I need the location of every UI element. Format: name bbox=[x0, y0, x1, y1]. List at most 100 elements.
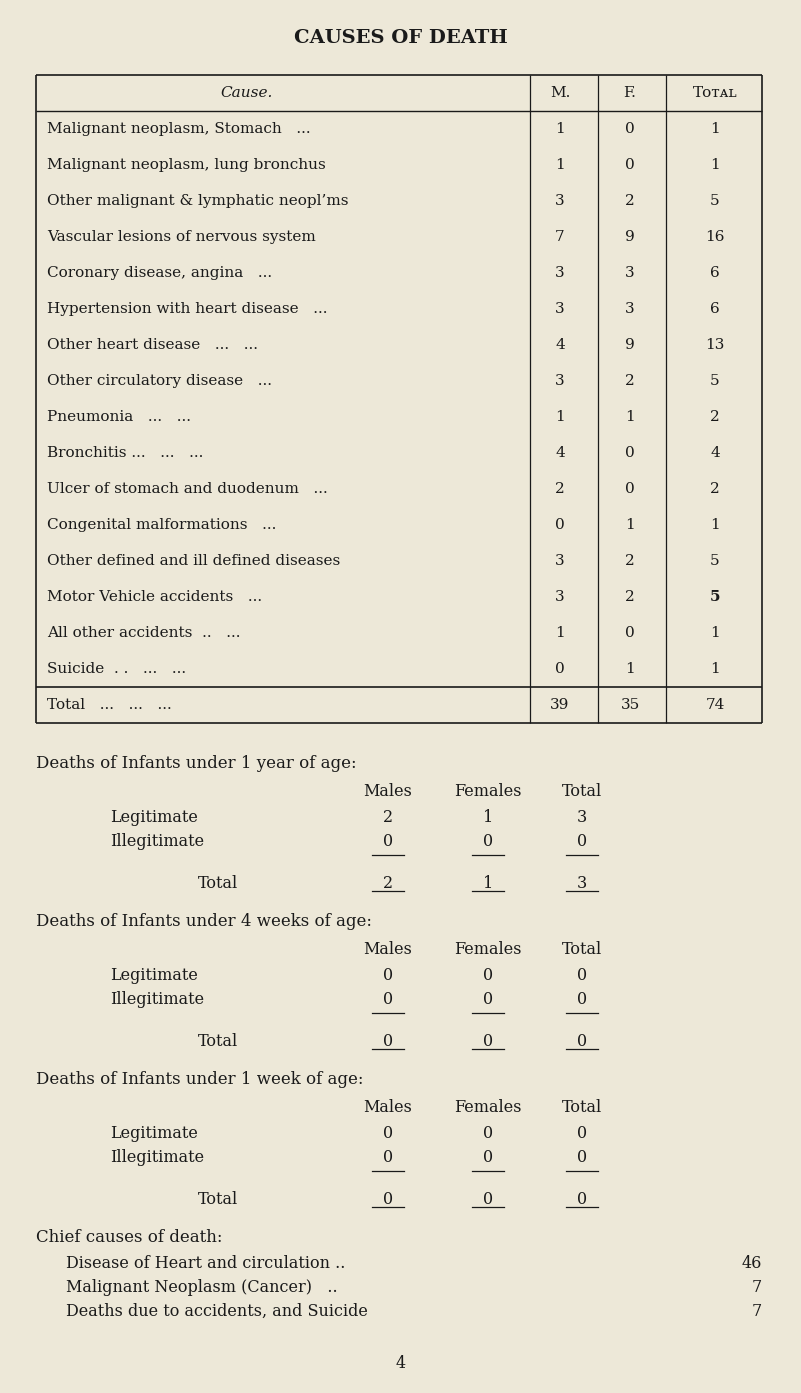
Text: Total: Total bbox=[562, 783, 602, 800]
Text: 7: 7 bbox=[752, 1302, 762, 1321]
Text: 0: 0 bbox=[383, 967, 393, 983]
Text: 2: 2 bbox=[710, 482, 720, 496]
Text: 0: 0 bbox=[483, 1034, 493, 1050]
Text: Ulcer of stomach and duodenum   ...: Ulcer of stomach and duodenum ... bbox=[47, 482, 328, 496]
Text: 1: 1 bbox=[710, 123, 720, 137]
Text: Tᴏᴛᴀʟ: Tᴏᴛᴀʟ bbox=[693, 86, 737, 100]
Text: Pneumonia   ...   ...: Pneumonia ... ... bbox=[47, 410, 191, 423]
Text: Chief causes of death:: Chief causes of death: bbox=[36, 1229, 223, 1245]
Text: Motor Vehicle accidents   ...: Motor Vehicle accidents ... bbox=[47, 591, 262, 605]
Text: 0: 0 bbox=[483, 1126, 493, 1142]
Text: 6: 6 bbox=[710, 266, 720, 280]
Text: 2: 2 bbox=[383, 809, 393, 826]
Text: 74: 74 bbox=[706, 698, 725, 712]
Text: 9: 9 bbox=[625, 230, 635, 244]
Text: 0: 0 bbox=[625, 157, 635, 171]
Text: CAUSES OF DEATH: CAUSES OF DEATH bbox=[294, 29, 507, 47]
Text: 9: 9 bbox=[625, 338, 635, 352]
Text: 3: 3 bbox=[555, 554, 565, 568]
Text: 0: 0 bbox=[483, 967, 493, 983]
Text: Total   ...   ...   ...: Total ... ... ... bbox=[47, 698, 171, 712]
Text: Other heart disease   ...   ...: Other heart disease ... ... bbox=[47, 338, 258, 352]
Text: 35: 35 bbox=[621, 698, 640, 712]
Text: Females: Females bbox=[454, 1099, 521, 1116]
Text: Total: Total bbox=[198, 875, 238, 892]
Text: 2: 2 bbox=[625, 194, 635, 208]
Text: Males: Males bbox=[364, 942, 413, 958]
Text: 0: 0 bbox=[383, 1034, 393, 1050]
Text: 4: 4 bbox=[710, 446, 720, 460]
Text: 2: 2 bbox=[710, 410, 720, 423]
Text: 1: 1 bbox=[710, 625, 720, 639]
Text: Total: Total bbox=[562, 1099, 602, 1116]
Text: Females: Females bbox=[454, 783, 521, 800]
Text: 2: 2 bbox=[625, 373, 635, 389]
Text: 13: 13 bbox=[706, 338, 725, 352]
Text: 7: 7 bbox=[555, 230, 565, 244]
Text: Deaths of Infants under 1 year of age:: Deaths of Infants under 1 year of age: bbox=[36, 755, 356, 772]
Text: 0: 0 bbox=[555, 662, 565, 676]
Text: 0: 0 bbox=[625, 625, 635, 639]
Text: 46: 46 bbox=[742, 1255, 762, 1272]
Text: Total: Total bbox=[198, 1191, 238, 1208]
Text: Females: Females bbox=[454, 942, 521, 958]
Text: 0: 0 bbox=[577, 990, 587, 1009]
Text: 0: 0 bbox=[577, 1034, 587, 1050]
Text: 1: 1 bbox=[710, 518, 720, 532]
Text: 1: 1 bbox=[625, 518, 635, 532]
Text: Other defined and ill defined diseases: Other defined and ill defined diseases bbox=[47, 554, 340, 568]
Text: M.: M. bbox=[549, 86, 570, 100]
Text: Malignant neoplasm, Stomach   ...: Malignant neoplasm, Stomach ... bbox=[47, 123, 311, 137]
Text: Disease of Heart and circulation ..: Disease of Heart and circulation .. bbox=[66, 1255, 345, 1272]
Text: Legitimate: Legitimate bbox=[110, 967, 198, 983]
Text: Bronchitis ...   ...   ...: Bronchitis ... ... ... bbox=[47, 446, 203, 460]
Text: 0: 0 bbox=[625, 123, 635, 137]
Text: Other malignant & lymphatic neopl’ms: Other malignant & lymphatic neopl’ms bbox=[47, 194, 348, 208]
Text: 2: 2 bbox=[625, 591, 635, 605]
Text: 0: 0 bbox=[577, 1191, 587, 1208]
Text: 0: 0 bbox=[577, 833, 587, 850]
Text: 3: 3 bbox=[626, 266, 635, 280]
Text: Deaths of Infants under 4 weeks of age:: Deaths of Infants under 4 weeks of age: bbox=[36, 912, 372, 931]
Text: 0: 0 bbox=[483, 1149, 493, 1166]
Text: 1: 1 bbox=[710, 157, 720, 171]
Text: Malignant Neoplasm (Cancer)   ..: Malignant Neoplasm (Cancer) .. bbox=[66, 1279, 338, 1295]
Text: 0: 0 bbox=[383, 1126, 393, 1142]
Text: 0: 0 bbox=[383, 1191, 393, 1208]
Text: 0: 0 bbox=[383, 990, 393, 1009]
Text: 0: 0 bbox=[577, 967, 587, 983]
Text: 4: 4 bbox=[555, 338, 565, 352]
Text: Total: Total bbox=[562, 942, 602, 958]
Text: 1: 1 bbox=[555, 625, 565, 639]
Text: 2: 2 bbox=[383, 875, 393, 892]
Text: Suicide  . .   ...   ...: Suicide . . ... ... bbox=[47, 662, 186, 676]
Text: Illegitimate: Illegitimate bbox=[110, 1149, 204, 1166]
Text: All other accidents  ..   ...: All other accidents .. ... bbox=[47, 625, 240, 639]
Text: 2: 2 bbox=[555, 482, 565, 496]
Text: Legitimate: Legitimate bbox=[110, 809, 198, 826]
Text: 16: 16 bbox=[705, 230, 725, 244]
Text: 1: 1 bbox=[555, 157, 565, 171]
Text: 3: 3 bbox=[555, 373, 565, 389]
Text: 4: 4 bbox=[396, 1355, 405, 1372]
Text: 0: 0 bbox=[483, 833, 493, 850]
Text: Males: Males bbox=[364, 1099, 413, 1116]
Text: Hypertension with heart disease   ...: Hypertension with heart disease ... bbox=[47, 302, 328, 316]
Text: Deaths due to accidents, and Suicide: Deaths due to accidents, and Suicide bbox=[66, 1302, 368, 1321]
Text: 0: 0 bbox=[577, 1149, 587, 1166]
Text: Coronary disease, angina   ...: Coronary disease, angina ... bbox=[47, 266, 272, 280]
Text: 3: 3 bbox=[626, 302, 635, 316]
Text: 0: 0 bbox=[483, 990, 493, 1009]
Text: 3: 3 bbox=[555, 302, 565, 316]
Text: 7: 7 bbox=[752, 1279, 762, 1295]
Text: Deaths of Infants under 1 week of age:: Deaths of Infants under 1 week of age: bbox=[36, 1071, 364, 1088]
Text: Males: Males bbox=[364, 783, 413, 800]
Text: Total: Total bbox=[198, 1034, 238, 1050]
Text: 3: 3 bbox=[555, 194, 565, 208]
Text: 0: 0 bbox=[383, 833, 393, 850]
Text: Malignant neoplasm, lung bronchus: Malignant neoplasm, lung bronchus bbox=[47, 157, 326, 171]
Text: 5: 5 bbox=[710, 591, 720, 605]
Text: 1: 1 bbox=[555, 410, 565, 423]
Text: 1: 1 bbox=[710, 662, 720, 676]
Text: 2: 2 bbox=[625, 554, 635, 568]
